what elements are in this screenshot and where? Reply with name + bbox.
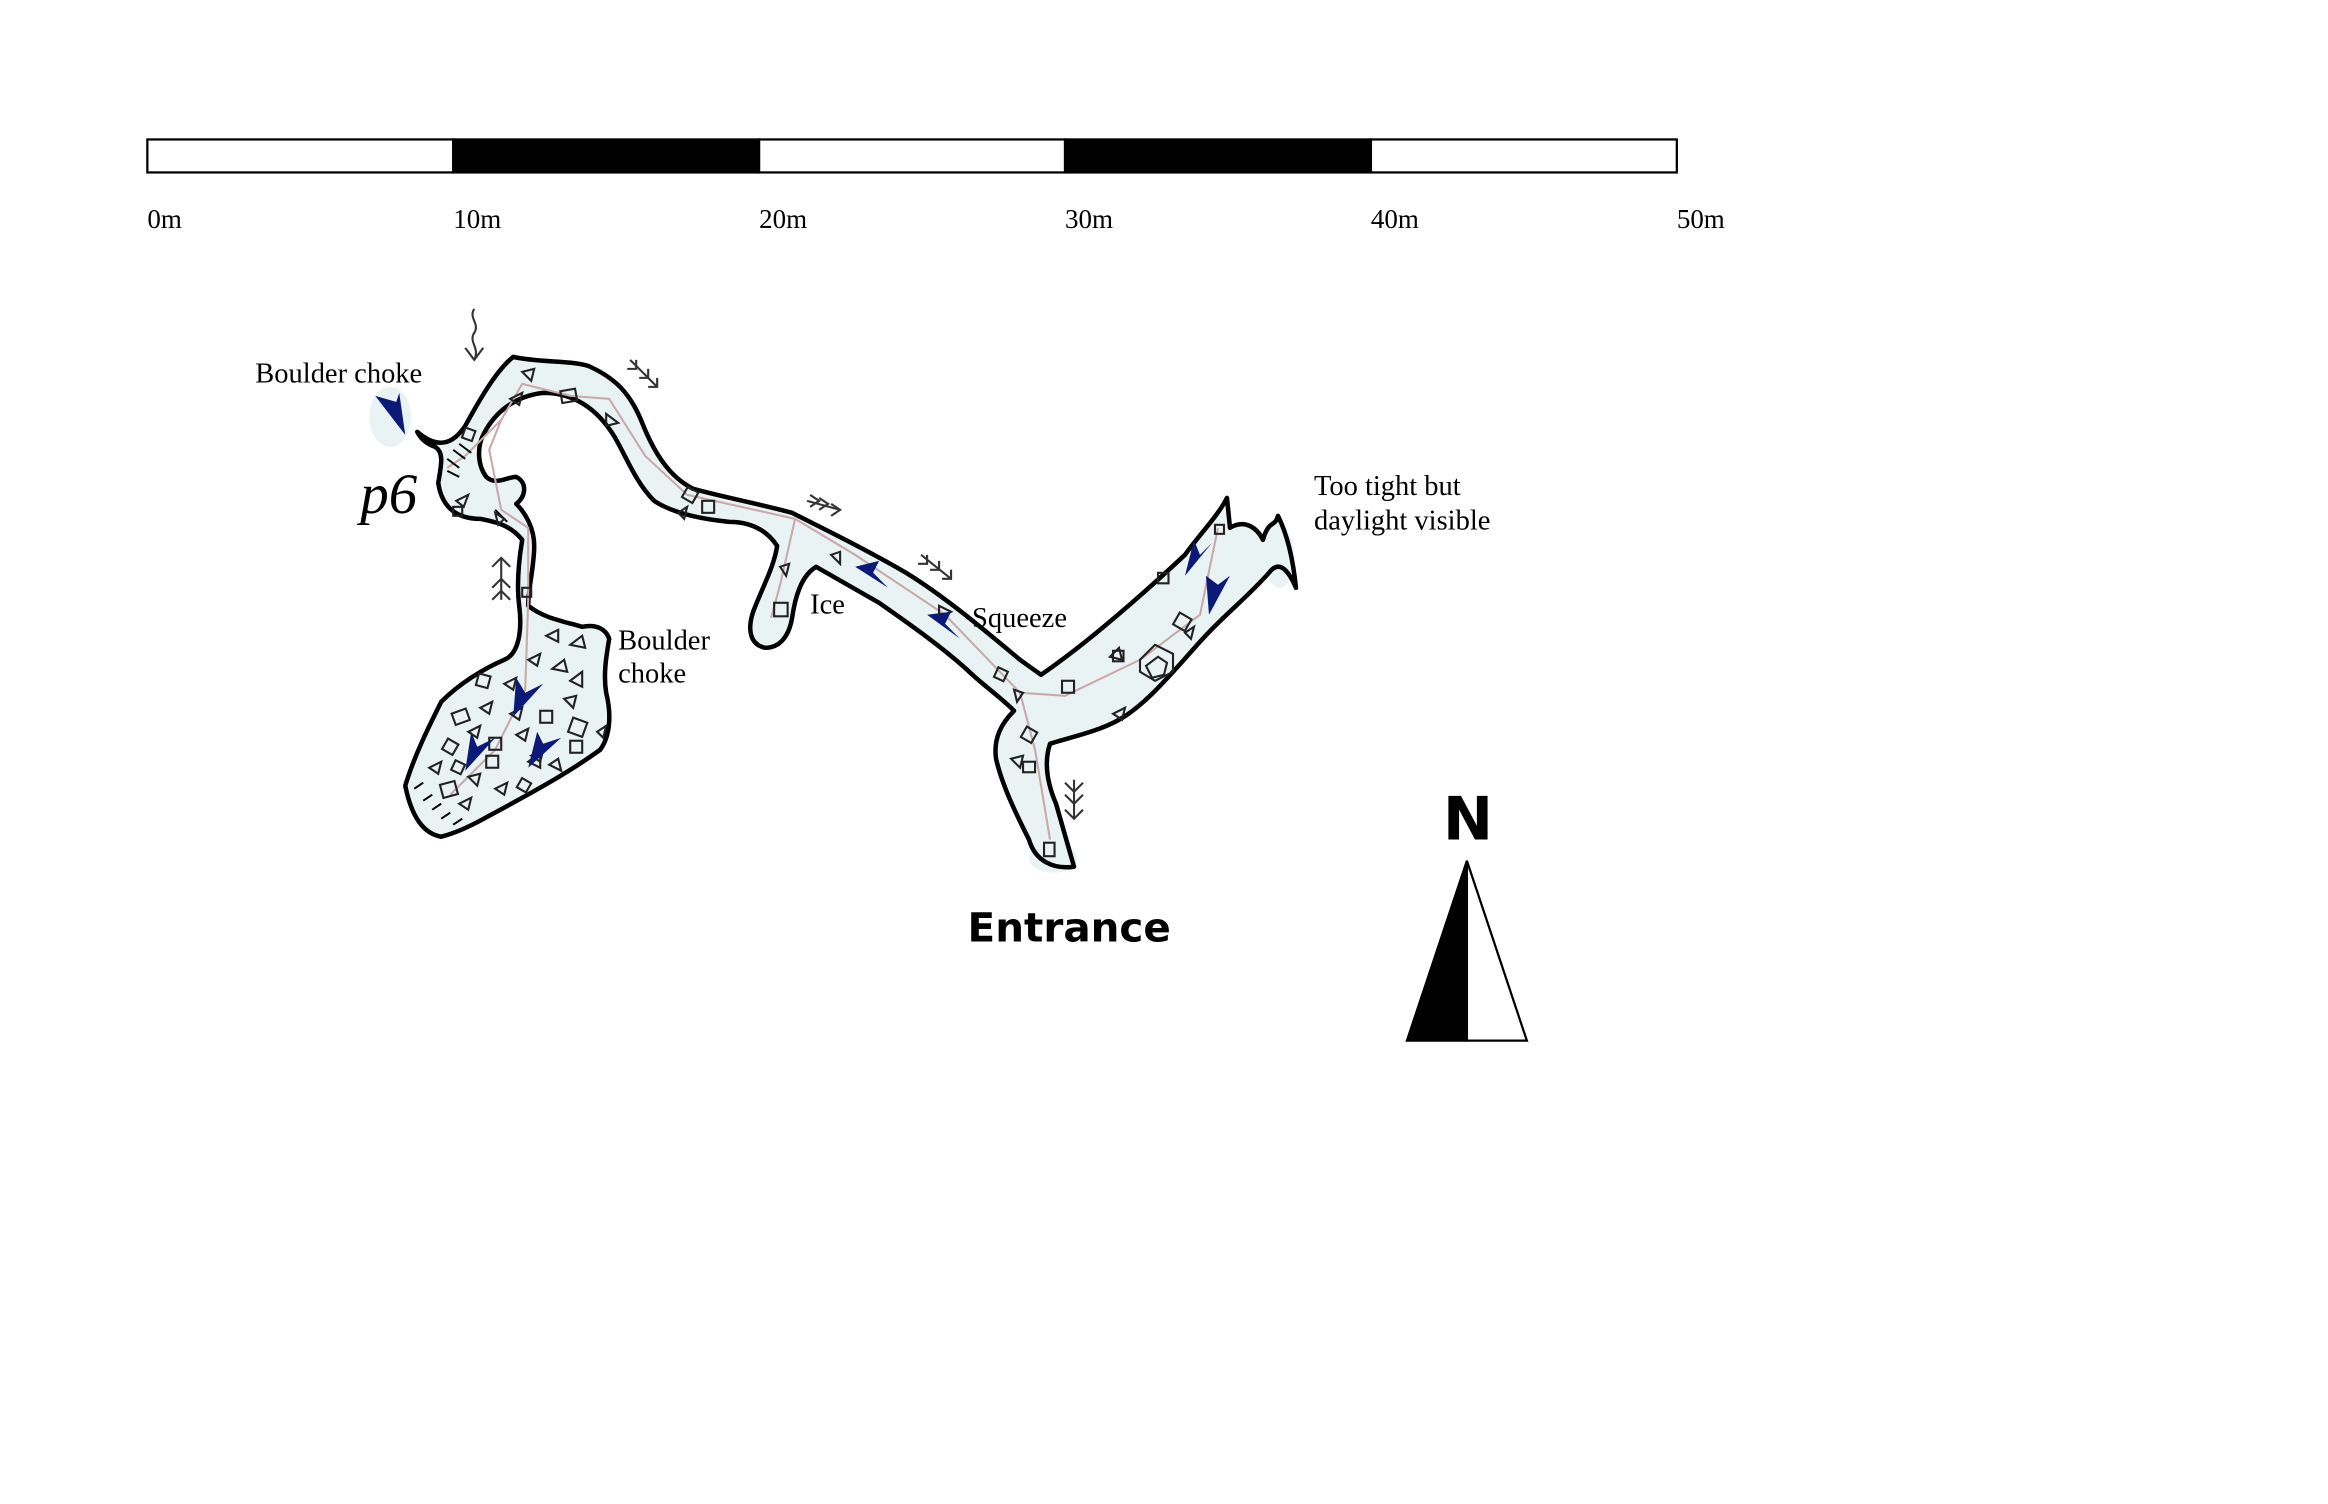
scale-segment-2 xyxy=(452,138,761,174)
survey-line xyxy=(446,382,1220,840)
ledge-hatching xyxy=(413,781,463,826)
water-flow-arrow-icon xyxy=(855,560,889,588)
scale-segment-1 xyxy=(146,138,455,174)
scale-segment-3 xyxy=(758,138,1067,174)
passage-wall-main xyxy=(403,354,1299,870)
north-arrow-icon xyxy=(1405,860,1469,1042)
label-too-tight-1: Too tight but xyxy=(1314,471,1461,502)
label-boulder-choke-sw-2: choke xyxy=(618,658,686,689)
draught-arrow-icon xyxy=(491,556,511,601)
north-arrow: N xyxy=(1405,785,1529,1042)
scale-segment-4 xyxy=(1063,138,1373,174)
map-labels: Boulder choke p6 Boulder choke Ice Squee… xyxy=(255,358,1490,951)
scale-label-40: 40m xyxy=(1371,204,1419,234)
scale-label-30: 30m xyxy=(1065,204,1113,234)
scale-label-10: 10m xyxy=(453,204,501,234)
draught-arrow-icon xyxy=(806,493,842,517)
draught-arrow-icon xyxy=(1064,779,1084,821)
scale-label-20: 20m xyxy=(759,204,807,234)
label-boulder-choke-nw: Boulder choke xyxy=(255,358,422,389)
rubble-symbols xyxy=(427,367,1226,858)
cave-passage xyxy=(369,354,1299,873)
scale-bar: 0m 10m 20m 30m 40m 50m xyxy=(146,138,1725,234)
label-pitch-p6: p6 xyxy=(356,463,417,526)
label-entrance: Entrance xyxy=(968,904,1171,952)
water-flow-arrow-icon xyxy=(528,731,562,768)
draught-arrow-icon xyxy=(627,359,659,388)
water-flow-arrow-icon xyxy=(927,611,961,639)
label-squeeze: Squeeze xyxy=(972,603,1067,634)
passage-open-end-nw xyxy=(369,386,412,447)
scale-label-0: 0m xyxy=(147,204,181,234)
label-too-tight-2: daylight visible xyxy=(1314,505,1490,536)
scale-segment-5 xyxy=(1369,138,1678,174)
water-flow-arrows xyxy=(375,392,1230,771)
draught-arrow-icon xyxy=(918,553,953,580)
water-flow-arrow-icon xyxy=(375,392,406,435)
draught-arrows xyxy=(464,308,1084,821)
north-arrow-icon-right xyxy=(1465,860,1529,1042)
north-label: N xyxy=(1443,785,1493,855)
scale-label-50: 50m xyxy=(1677,204,1725,234)
water-flow-arrow-icon xyxy=(1205,575,1230,615)
water-flow-arrow-icon xyxy=(465,731,496,771)
label-boulder-choke-sw-1: Boulder xyxy=(618,625,710,656)
water-flow-arrow-icon xyxy=(513,677,544,717)
draught-arrow-icon xyxy=(464,308,485,362)
label-ice: Ice xyxy=(810,589,845,620)
